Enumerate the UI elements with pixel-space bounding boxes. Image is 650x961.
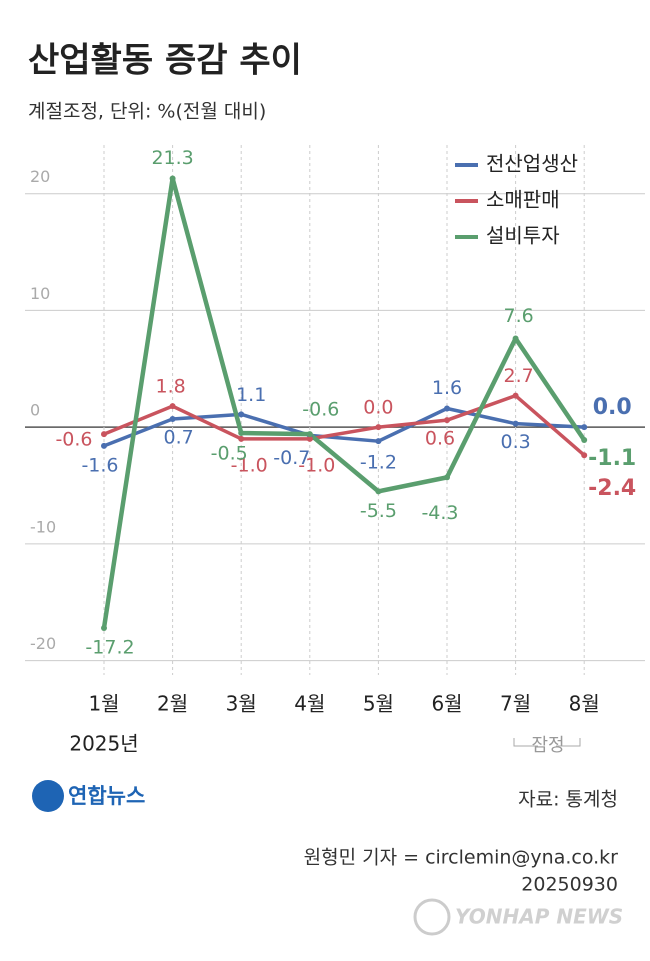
legend-label: 전산업생산: [486, 152, 578, 176]
point: [306, 431, 313, 438]
series-line: [103, 406, 585, 448]
x-tick-label: 3월: [226, 692, 257, 716]
x-tick-label: 8월: [569, 692, 600, 716]
point: [101, 431, 107, 438]
value-label: 1.8: [155, 376, 185, 398]
value-label: -1.0: [298, 454, 335, 476]
provisional-label: 잠정: [531, 735, 564, 756]
x-tick-label: 6월: [431, 692, 462, 716]
point: [306, 435, 313, 442]
x-tick-label: 5월: [363, 692, 394, 716]
y-tick-label: 0: [30, 401, 40, 420]
point: [375, 488, 382, 495]
y-tick-label: 20: [30, 167, 50, 186]
legend-label: 설비투자: [486, 224, 560, 248]
point: [375, 424, 382, 431]
point: [512, 420, 519, 427]
value-label: -1.0: [231, 454, 268, 476]
point: [169, 403, 176, 410]
x-tick-label: 1월: [88, 692, 119, 716]
y-tick-label: -20: [30, 634, 56, 653]
point: [444, 417, 450, 424]
value-label: -1.2: [360, 452, 397, 474]
series-line: [101, 176, 587, 629]
point: [101, 624, 107, 631]
value-label: 0.0: [593, 395, 632, 420]
point: [101, 442, 107, 449]
y-tick-label: 10: [30, 284, 50, 303]
value-label: 0.0: [363, 397, 393, 419]
value-label: 1.1: [236, 384, 266, 406]
watermark: YONHAP NEWS: [455, 905, 623, 929]
point: [512, 335, 519, 342]
value-label: -17.2: [85, 636, 134, 658]
y-tick-label: -10: [30, 517, 56, 536]
point: [512, 392, 519, 399]
point: [581, 452, 588, 459]
point: [238, 430, 245, 437]
value-label: -5.5: [360, 500, 397, 522]
point: [169, 175, 176, 182]
value-label: -2.4: [588, 476, 636, 501]
value-label: -4.3: [421, 502, 458, 524]
value-label: 1.6: [432, 377, 462, 399]
watermark-icon: [413, 898, 451, 936]
point: [238, 411, 245, 418]
point: [581, 437, 588, 444]
point: [375, 438, 382, 445]
value-label: -0.5: [211, 443, 248, 465]
chart-title: 산업활동 증감 추이: [28, 41, 302, 81]
value-label: 0.3: [500, 431, 530, 453]
year-label: 2025년: [69, 732, 138, 756]
logo-icon: [32, 780, 64, 812]
point: [444, 474, 450, 481]
logo: 연합뉴스: [68, 784, 145, 808]
series-line: [103, 393, 586, 457]
value-label: 0.7: [163, 427, 193, 449]
value-label: -1.6: [81, 454, 118, 476]
date: 20250930: [521, 874, 618, 896]
point: [169, 416, 176, 423]
value-label: 2.7: [503, 365, 533, 387]
point: [238, 435, 245, 442]
bracket: [513, 738, 581, 747]
point: [581, 424, 588, 431]
value-label: -0.7: [273, 447, 310, 469]
value-label: 21.3: [151, 147, 193, 169]
x-tick-label: 7월: [500, 692, 531, 716]
subtitle: 계절조정, 단위: %(전월 대비): [28, 101, 266, 123]
value-label: -0.6: [55, 429, 92, 451]
value-label: 7.6: [503, 305, 533, 327]
source: 자료: 통계청: [518, 789, 618, 811]
x-tick-label: 4월: [294, 692, 325, 716]
value-label: -1.1: [588, 446, 636, 471]
legend-label: 소매판매: [486, 188, 560, 212]
value-label: -0.6: [302, 399, 339, 421]
point: [444, 405, 450, 412]
value-label: 0.6: [425, 428, 455, 450]
x-tick-label: 2월: [157, 692, 188, 716]
reporter: 원형민 기자 = circlemin@yna.co.kr: [304, 847, 619, 869]
